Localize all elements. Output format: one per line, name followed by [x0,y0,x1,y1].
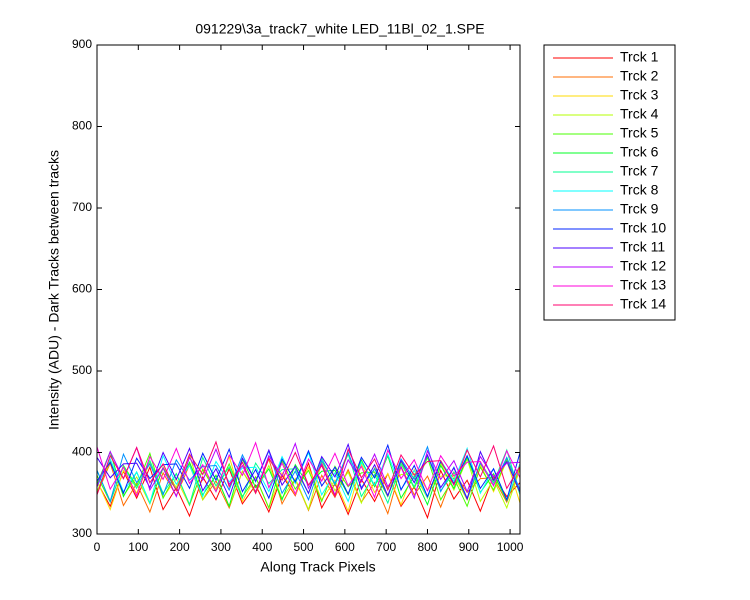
y-axis-label: Intensity (ADU) - Dark Tracks between tr… [46,150,62,430]
lines [96,440,521,520]
y-tick-label: 500 [72,363,92,377]
legend-label: Trck 1 [620,49,659,65]
legend-label: Trck 8 [620,182,659,198]
legend-label: Trck 3 [620,87,659,103]
x-tick-label: 200 [170,540,190,554]
y-tick-label: 700 [72,200,92,214]
x-axis-label: Along Track Pixels [260,559,375,575]
chart-title: 091229\3a_track7_white LED_11Bl_02_1.SPE [195,21,484,37]
x-tick-label: 0 [94,540,101,554]
series-line [96,440,521,499]
x-tick-label: 400 [252,540,272,554]
x-tick-label: 300 [211,540,231,554]
x-tick-label: 700 [376,540,396,554]
legend-label: Trck 4 [620,106,659,122]
y-tick-label: 800 [72,119,92,133]
series-line [96,442,521,501]
x-tick-label: 900 [459,540,479,554]
legend [543,44,676,321]
x-tick-label: 1000 [497,540,524,554]
y-tick-label: 400 [72,445,92,459]
legend-label: Trck 6 [620,144,659,160]
legend-label: Trck 14 [620,296,666,312]
legend-label: Trck 2 [620,68,659,84]
y-tick-label: 300 [72,526,92,540]
x-tick-label: 100 [128,540,148,554]
legend-label: Trck 7 [620,163,659,179]
legend-label: Trck 9 [620,201,659,217]
series-line [96,451,521,510]
legend-label: Trck 10 [620,220,666,236]
y-tick-label: 900 [72,37,92,51]
series-line [96,442,521,500]
series-line [96,461,521,520]
legend-label: Trck 5 [620,125,659,141]
y-tick-label: 600 [72,282,92,296]
legend-label: Trck 11 [620,239,665,255]
series-line [96,441,521,499]
legend-label: Trck 13 [620,277,666,293]
x-tick-label: 800 [417,540,437,554]
x-tick-label: 600 [335,540,355,554]
legend-label: Trck 12 [620,258,666,274]
x-tick-label: 500 [294,540,314,554]
